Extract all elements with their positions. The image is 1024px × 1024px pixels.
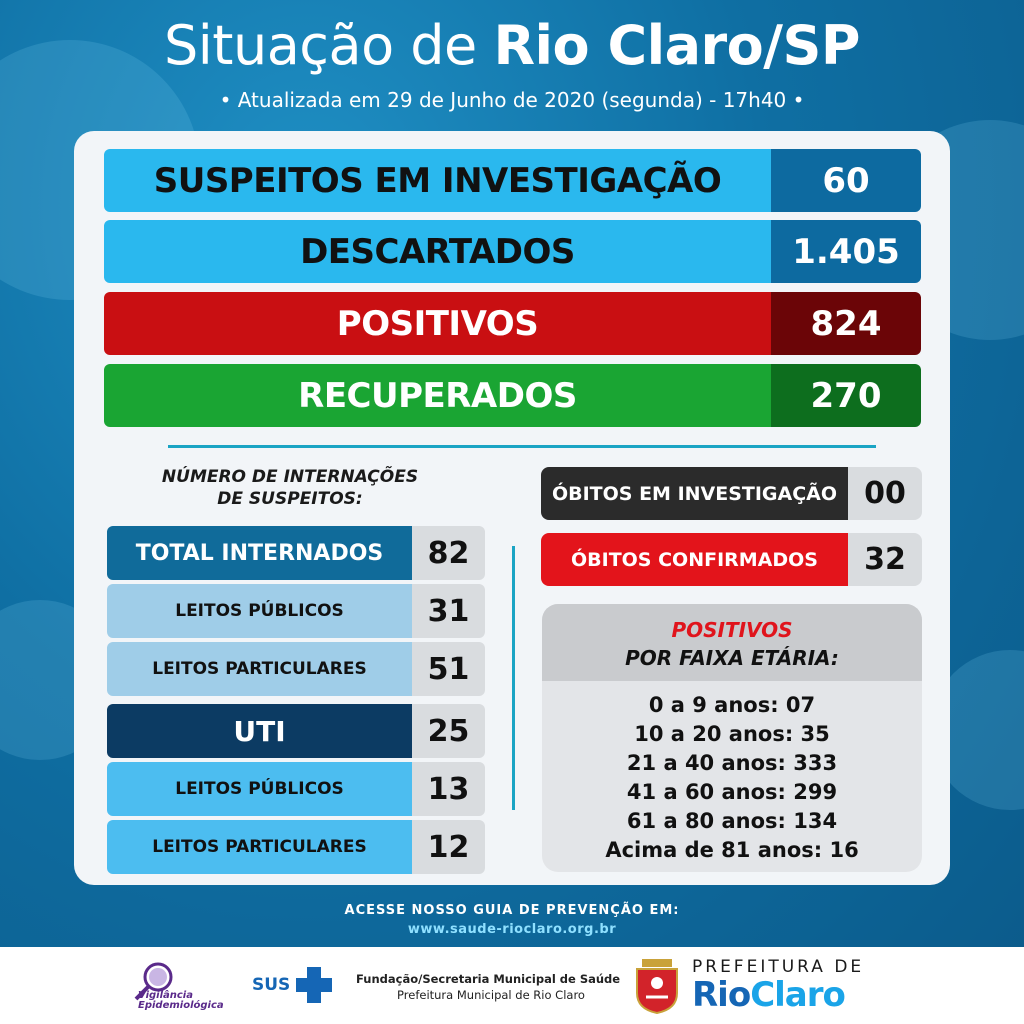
- summary-value: 270: [771, 364, 921, 427]
- internacao-row: TOTAL INTERNADOS 82: [107, 526, 485, 580]
- sus-logo: SUS: [252, 965, 342, 1005]
- faixa-etaria-title-red: POSITIVOS: [671, 618, 793, 642]
- summary-bar: DESCARTADOS 1.405: [104, 220, 921, 283]
- internacao-value: 31: [412, 584, 485, 638]
- vigilancia-line1: Vigilância: [138, 990, 193, 1001]
- obito-label: ÓBITOS EM INVESTIGAÇÃO: [541, 467, 848, 520]
- summary-value: 824: [771, 292, 921, 355]
- internacao-row: LEITOS PARTICULARES 12: [107, 820, 485, 874]
- magnifier-icon: [134, 962, 173, 1001]
- internacao-label: UTI: [107, 704, 412, 758]
- faixa-etaria-item: 21 a 40 anos: 333: [626, 751, 838, 775]
- summary-label: RECUPERADOS: [104, 364, 771, 427]
- summary-value: 60: [771, 149, 921, 212]
- internacao-row: LEITOS PÚBLICOS 31: [107, 584, 485, 638]
- obito-value: 00: [848, 467, 922, 520]
- internacoes-title-line2: DE SUSPEITOS:: [217, 489, 363, 509]
- fundacao-line1: Fundação/Secretaria Municipal de Saúde: [356, 972, 621, 986]
- prefeitura-rio: Rio: [692, 975, 751, 1015]
- internacao-row: LEITOS PÚBLICOS 13: [107, 762, 485, 816]
- vigilancia-logo: Vigilância Epidemiológica: [128, 961, 238, 1017]
- sus-text: SUS: [252, 975, 291, 995]
- faixa-etaria-item: 0 a 9 anos: 07: [648, 693, 816, 717]
- faixa-etaria-item: 61 a 80 anos: 134: [626, 809, 838, 833]
- internacao-value: 25: [412, 704, 485, 758]
- summary-bar: POSITIVOS 824: [104, 292, 921, 355]
- internacao-value: 51: [412, 642, 485, 696]
- title-city: Rio Claro/SP: [493, 14, 860, 77]
- vigilancia-line2: Epidemiológica: [138, 1000, 224, 1011]
- guide-url-link[interactable]: www.saude-rioclaro.org.br: [407, 922, 617, 937]
- summary-label: SUSPEITOS EM INVESTIGAÇÃO: [104, 149, 771, 212]
- horizontal-divider: [168, 445, 876, 448]
- internacao-label: LEITOS PÚBLICOS: [107, 762, 412, 816]
- internacao-value: 82: [412, 526, 485, 580]
- internacao-label: LEITOS PARTICULARES: [107, 820, 412, 874]
- title-prefix: Situação de: [164, 14, 494, 77]
- internacao-value: 12: [412, 820, 485, 874]
- summary-value: 1.405: [771, 220, 921, 283]
- faixa-etaria-header: POSITIVOS POR FAIXA ETÁRIA:: [542, 604, 922, 681]
- faixa-etaria-box: POSITIVOS POR FAIXA ETÁRIA: 0 a 9 anos: …: [542, 604, 922, 872]
- brasao-icon: [632, 957, 682, 1015]
- faixa-etaria-item: 41 a 60 anos: 299: [626, 780, 838, 804]
- page-title: Situação de Rio Claro/SP: [0, 14, 1024, 77]
- prefeitura-claro: Claro: [750, 975, 846, 1015]
- internacao-label: TOTAL INTERNADOS: [107, 526, 412, 580]
- summary-bar: RECUPERADOS 270: [104, 364, 921, 427]
- internacao-label: LEITOS PÚBLICOS: [107, 584, 412, 638]
- internacoes-title-line1: NÚMERO DE INTERNAÇÕES: [161, 467, 419, 487]
- footer: Vigilância Epidemiológica SUS Fundação/S…: [0, 947, 1024, 1024]
- vertical-divider: [512, 546, 515, 810]
- internacao-row: UTI 25: [107, 704, 485, 758]
- faixa-etaria-title: POR FAIXA ETÁRIA:: [625, 646, 839, 670]
- update-subtitle: • Atualizada em 29 de Junho de 2020 (seg…: [219, 88, 805, 112]
- obito-row: ÓBITOS EM INVESTIGAÇÃO 00: [541, 467, 922, 520]
- faixa-etaria-item: 10 a 20 anos: 35: [634, 722, 830, 746]
- summary-label: DESCARTADOS: [104, 220, 771, 283]
- summary-bar: SUSPEITOS EM INVESTIGAÇÃO 60: [104, 149, 921, 212]
- fundacao-text: Fundação/Secretaria Municipal de Saúde P…: [356, 971, 626, 1003]
- faixa-etaria-item: Acima de 81 anos: 16: [605, 838, 859, 862]
- obito-label: ÓBITOS CONFIRMADOS: [541, 533, 848, 586]
- obito-row: ÓBITOS CONFIRMADOS 32: [541, 533, 922, 586]
- internacao-value: 13: [412, 762, 485, 816]
- prefeitura-label: PREFEITURA DE: [692, 957, 865, 977]
- internacao-label: LEITOS PARTICULARES: [107, 642, 412, 696]
- cross-icon: [296, 967, 333, 1003]
- summary-label: POSITIVOS: [104, 292, 771, 355]
- prefeitura-logo: PREFEITURA DE RioClaro: [692, 957, 872, 1013]
- internacoes-title: NÚMERO DE INTERNAÇÕES DE SUSPEITOS:: [140, 466, 440, 510]
- obito-value: 32: [848, 533, 922, 586]
- faixa-etaria-list: 0 a 9 anos: 07 10 a 20 anos: 35 21 a 40 an…: [542, 681, 922, 865]
- guide-text: ACESSE NOSSO GUIA DE PREVENÇÃO EM:: [344, 903, 680, 918]
- internacao-row: LEITOS PARTICULARES 51: [107, 642, 485, 696]
- fundacao-line2: Prefeitura Municipal de Rio Claro: [397, 988, 585, 1002]
